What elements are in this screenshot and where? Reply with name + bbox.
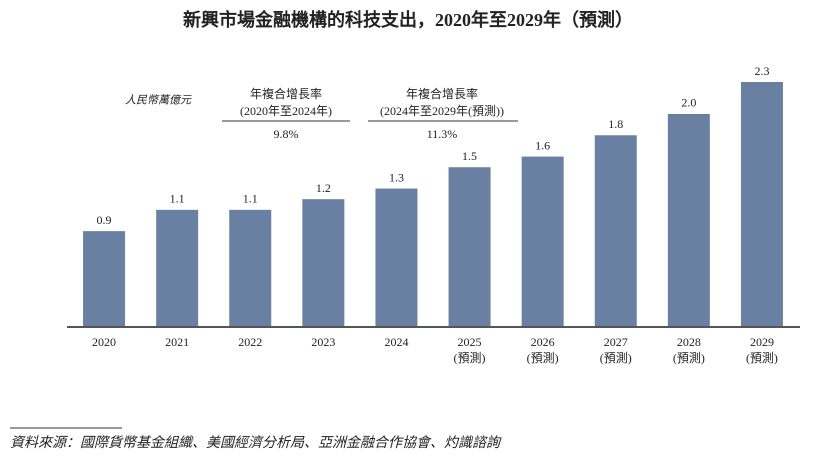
- value-label: 1.1: [243, 192, 258, 206]
- cagr-period: (2024年至2029年(預測)): [380, 104, 504, 118]
- value-label: 2.3: [754, 64, 769, 78]
- cagr-period: (2020年至2024年): [240, 104, 332, 118]
- value-label: 2.0: [681, 96, 696, 110]
- bar: [594, 135, 637, 327]
- value-label: 1.2: [316, 181, 331, 195]
- bar: [521, 156, 564, 327]
- cagr-value: 9.8%: [274, 127, 299, 141]
- value-label: 1.8: [608, 117, 623, 131]
- bar: [302, 199, 345, 327]
- cagr-title: 年複合增長率: [406, 86, 478, 101]
- value-label: 1.5: [462, 149, 477, 163]
- x-tick-label: 2020: [92, 335, 116, 349]
- x-tick-label: 2022: [238, 335, 262, 349]
- x-tick-sublabel: (預測): [527, 351, 559, 365]
- x-tick-label: 2021: [165, 335, 189, 349]
- cagr-title: 年複合增長率: [250, 86, 322, 101]
- value-label: 1.1: [170, 192, 185, 206]
- bar: [448, 167, 491, 327]
- x-tick-sublabel: (預測): [746, 351, 778, 365]
- bar: [667, 113, 710, 328]
- x-tick-label: 2026: [531, 335, 555, 349]
- x-tick-label: 2024: [384, 335, 408, 349]
- bar: [156, 209, 199, 327]
- x-tick-sublabel: (預測): [600, 351, 632, 365]
- unit-label: 人民幣萬億元: [125, 94, 192, 107]
- bar: [375, 188, 418, 327]
- value-label: 1.6: [535, 138, 550, 152]
- chart-title: 新興市場金融機構的科技支出，2020年至2029年（預測）: [183, 9, 633, 30]
- x-tick-label: 2023: [311, 335, 335, 349]
- value-label: 1.3: [389, 170, 404, 184]
- bar: [83, 231, 126, 327]
- x-tick-label: 2029: [750, 335, 774, 349]
- x-tick-label: 2027: [604, 335, 628, 349]
- value-label: 0.9: [97, 213, 112, 227]
- source: 資料來源：國際貨幣基金組織、美國經濟分析局、亞洲金融合作協會、灼識諮詢: [10, 435, 502, 451]
- x-tick-sublabel: (預測): [673, 351, 705, 365]
- x-tick-label: 2025: [458, 335, 482, 349]
- bar: [229, 209, 272, 327]
- x-tick-label: 2028: [677, 335, 701, 349]
- bar: [740, 82, 783, 327]
- x-tick-sublabel: (預測): [454, 351, 486, 365]
- cagr-value: 11.3%: [427, 127, 458, 141]
